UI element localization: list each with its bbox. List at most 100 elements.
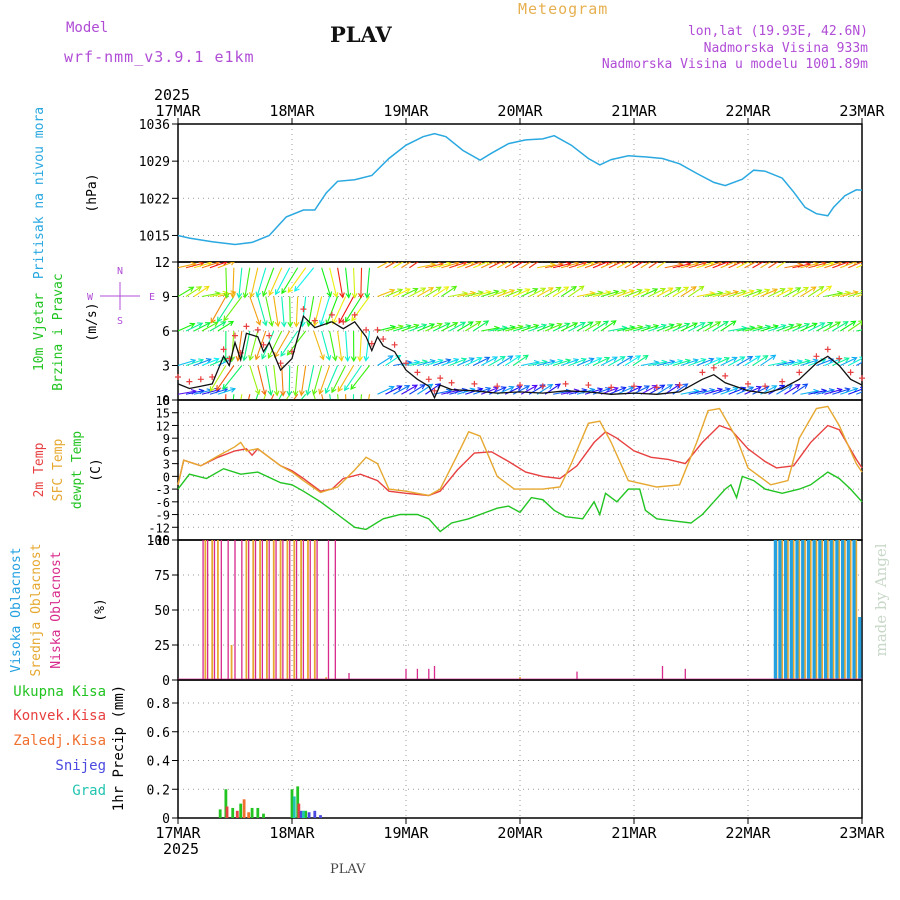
wind-arrow [441,389,459,395]
wind-arrow [568,322,586,332]
wind-arrow [345,267,350,298]
wind-arrow [441,285,457,297]
year-label-bottom: 2025 [163,840,199,858]
wind-arrow [178,390,196,395]
compass-south: S [117,316,123,327]
wind-gust-marker [380,336,387,343]
wind-arrow [178,286,194,297]
wind-arrow [441,358,459,367]
wind-arrow [185,359,204,367]
cloud-bar [416,668,419,680]
wind-arrow-head [339,292,345,299]
y-tick-label: 100 [147,534,170,549]
wind-arrow-head [741,262,745,265]
wind-arrow [592,320,609,332]
lonlat-label: lon,lat (19.93E, 42.6N) [687,24,868,39]
wind-arrow-head [268,290,274,297]
y-tick-label: -3 [156,483,170,497]
wind-arrow-head [547,287,554,293]
wind-arrow [472,320,489,332]
wind-arrow [464,321,481,332]
x-tick-label-bottom: 17MAR [155,824,201,842]
wind-arrow [536,360,555,367]
wind-arrow [720,291,739,298]
cloud-bar [252,540,255,680]
wind-arrow-head [571,285,578,292]
wind-arrow [401,288,418,297]
wind-arrow [321,267,332,297]
x-tick-label-bottom: 18MAR [269,824,315,842]
wind-arrow [560,359,579,367]
wind-arrow [433,286,449,297]
wind-arrow-head [345,292,352,299]
wind-arrow [608,327,627,332]
wind-arrow [784,323,802,332]
wind-arrow [225,267,228,298]
wind-arrow [465,357,482,366]
wind-arrow [465,262,482,269]
wind-arrow-head [212,321,219,327]
wind-arrow-head [692,358,699,364]
wind-arrow [329,394,332,400]
wind-arrow [521,361,539,367]
wind-arrow-head [860,386,862,392]
wind-arrow [457,292,476,298]
wind-arrow-head [388,385,395,391]
wind-arrow-head [357,420,362,425]
cloud-bar [213,540,216,680]
wind-arrow [680,322,698,332]
wind-arrow-head [262,320,268,327]
wind-gust-marker [824,346,831,353]
wind-arrow [704,321,721,332]
wind-arrow-head [413,323,420,330]
wind-arrow [209,388,228,395]
precip-legend-0: Ukupna Kisa [13,684,106,700]
wind-arrow [744,289,762,298]
wind-arrow-head [420,287,427,293]
cloud-bar [204,540,207,680]
wind-arrow-head [868,387,873,391]
wind-arrow-head [732,386,739,393]
wind-arrow-head [494,262,498,265]
wind-arrow [696,321,713,332]
wind-arrow [217,296,235,322]
wind-arrow-head [462,262,468,267]
wind-arrow [292,393,299,400]
y-tick-label: 1036 [139,118,170,133]
wind-arrow [433,322,450,332]
wind-arrow-head [740,386,747,392]
wind-arrow [209,365,227,392]
precip-bar [224,789,228,818]
wind-arrow-head [412,287,419,293]
wind-arrow [744,262,757,269]
wind-arrow-head [756,288,763,295]
wind-arrow [720,387,738,395]
wind-arrow [608,387,626,395]
wind-arrow [217,262,235,269]
wind-arrow [497,289,515,298]
precip-bar [235,810,239,818]
wind-arrow-head [223,315,229,322]
wind-arrow [584,262,603,269]
wind-arrow [377,289,395,298]
wind-arrow [856,361,862,366]
wind-arrow [816,358,834,367]
wind-arrow [359,330,363,361]
precip-bar [247,812,251,818]
wind-arrow [832,388,850,395]
wind-arrow-head [287,321,294,328]
wind-arrow [792,263,811,269]
y-tick-label: 9 [162,291,170,306]
y-tick-label: -9 [156,509,170,523]
wind-arrow-head [198,358,205,364]
wind-arrow [222,365,243,390]
wind-arrow-head [196,286,203,292]
wind-arrow [832,321,849,332]
temperature-ylabel: (C) [89,458,104,481]
wind-arrow-head [281,321,287,328]
wind-gust-marker [186,378,193,385]
compass-cross [100,282,140,310]
y-tick-label: 0.2 [147,783,170,798]
cloud-bar [849,540,852,680]
wind-arrow-head [755,385,763,392]
